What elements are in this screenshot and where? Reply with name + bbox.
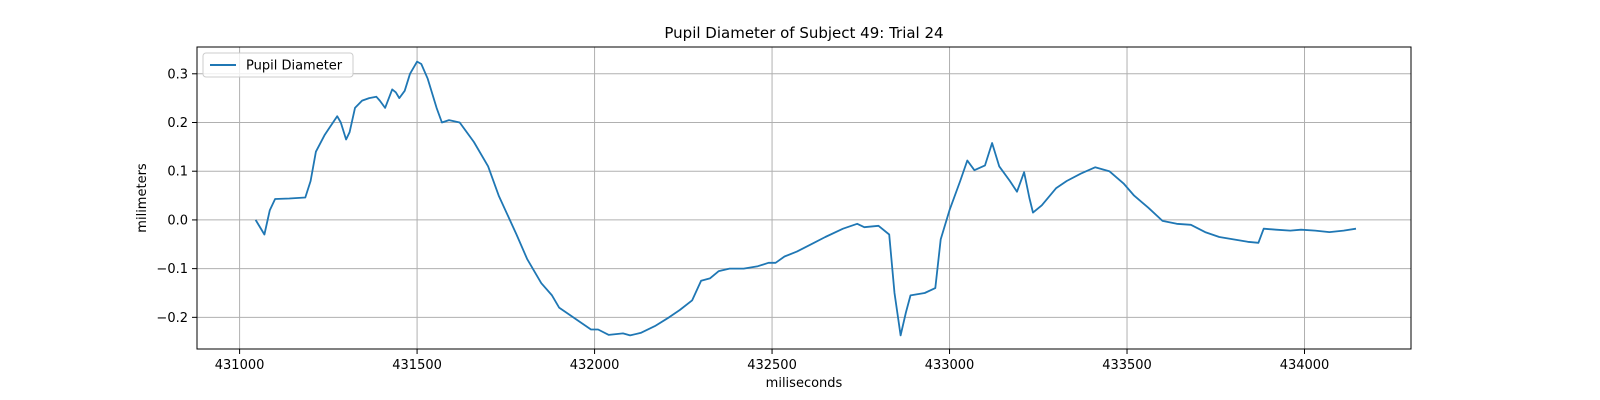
x-axis-label: miliseconds	[766, 376, 843, 391]
y-axis-label: milimeters	[135, 163, 150, 233]
x-tick-label: 433500	[1102, 358, 1152, 373]
x-tick-label: 433000	[925, 358, 975, 373]
x-tick-label: 432500	[747, 358, 797, 373]
x-tick-label: 434000	[1280, 358, 1330, 373]
legend: Pupil Diameter	[202, 52, 354, 78]
x-axis-ticks: 431000 431500 432000 432500 433000 433500 4340…	[215, 349, 1330, 373]
series-layer	[254, 60, 1357, 337]
plot-frame	[196, 46, 1412, 350]
series-line-0	[254, 60, 1357, 337]
y-tick-label: 0.2	[167, 116, 188, 131]
y-tick-label: −0.1	[156, 262, 188, 277]
x-tick-label: 431000	[215, 358, 265, 373]
y-tick-label: −0.2	[156, 311, 188, 326]
y-tick-label: 0.0	[167, 213, 188, 228]
legend-box	[202, 52, 354, 78]
y-axis-ticks: −0.2 −0.1 0.0 0.1 0.2 0.3	[156, 67, 197, 326]
y-tick-label: 0.1	[167, 165, 188, 180]
chart-title: Pupil Diameter of Subject 49: Trial 24	[664, 24, 943, 42]
x-tick-label: 432000	[570, 358, 620, 373]
x-tick-label: 431500	[392, 358, 442, 373]
grid-lines	[197, 47, 1411, 349]
y-tick-label: 0.3	[167, 67, 188, 82]
legend-label: Pupil Diameter	[246, 59, 343, 74]
